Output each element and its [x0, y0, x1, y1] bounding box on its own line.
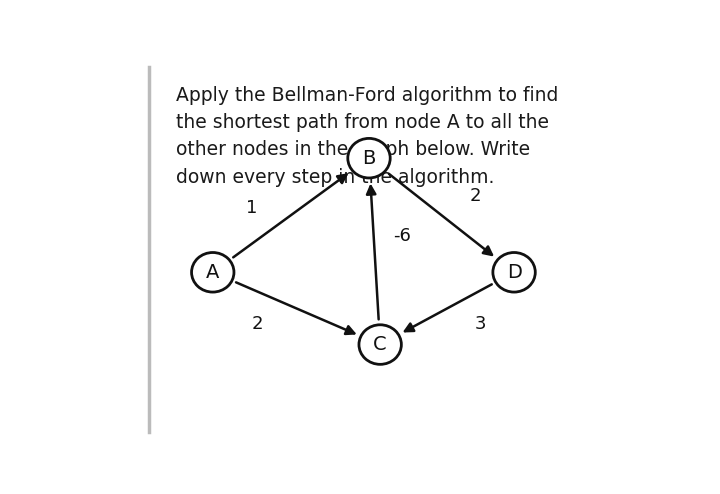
Text: 1: 1 — [246, 199, 258, 217]
Ellipse shape — [192, 252, 234, 292]
Ellipse shape — [359, 325, 401, 365]
Ellipse shape — [493, 252, 535, 292]
Text: 3: 3 — [475, 315, 486, 332]
Text: Apply the Bellman-Ford algorithm to find
the shortest path from node A to all th: Apply the Bellman-Ford algorithm to find… — [176, 86, 559, 187]
Text: 2: 2 — [469, 187, 481, 205]
Text: C: C — [374, 335, 387, 354]
Ellipse shape — [348, 138, 390, 178]
Text: B: B — [362, 149, 376, 167]
Text: A: A — [206, 263, 220, 282]
Text: -6: -6 — [394, 227, 411, 245]
Text: D: D — [507, 263, 521, 282]
Text: 2: 2 — [252, 315, 263, 332]
